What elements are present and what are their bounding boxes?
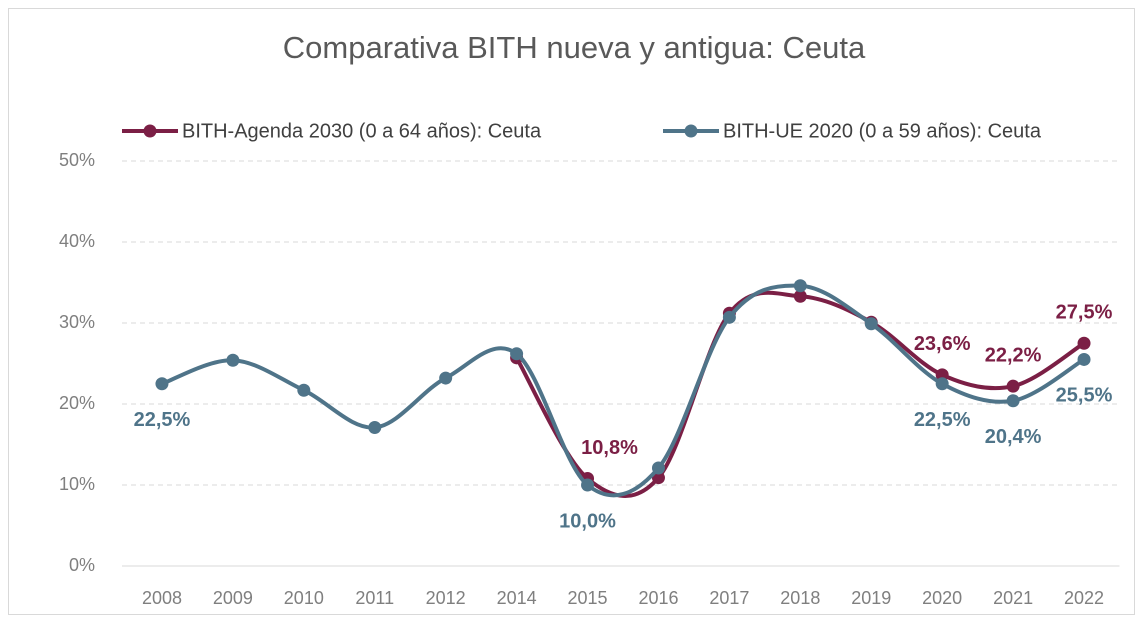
x-tick-label: 2015: [568, 588, 608, 608]
x-tick-label: 2008: [142, 588, 182, 608]
x-tick-label: 2014: [497, 588, 537, 608]
point-marker: [722, 310, 736, 324]
x-tick-label: 2020: [922, 588, 962, 608]
series-line: [159, 283, 1087, 498]
point-marker: [1006, 394, 1020, 408]
series-line: [514, 290, 1087, 498]
chart-frame: [8, 8, 1135, 615]
data-label: 10,0%: [559, 510, 616, 532]
x-tick-label: 2009: [213, 588, 253, 608]
y-tick-label: 30%: [59, 312, 95, 332]
point-marker: [155, 377, 169, 391]
y-tick-label: 50%: [59, 150, 95, 170]
chart-title: Comparativa BITH nueva y antigua: Ceuta: [283, 30, 866, 65]
x-tick-label: 2018: [780, 588, 820, 608]
data-label: 27,5%: [1056, 302, 1113, 324]
x-tick-label: 2016: [638, 588, 678, 608]
point-marker: [368, 420, 382, 434]
point-marker: [226, 353, 240, 367]
data-label: 20,4%: [985, 426, 1042, 448]
data-label: 23,6%: [914, 333, 971, 355]
point-marker: [297, 383, 311, 397]
point-marker: [935, 368, 949, 382]
legend-label: BITH-UE 2020 (0 a 59 años): Ceuta: [723, 120, 1042, 142]
data-label: 22,5%: [134, 409, 191, 431]
x-tick-label: 2022: [1064, 588, 1104, 608]
point-marker: [510, 347, 524, 361]
y-tick-label: 0%: [69, 555, 95, 575]
point-marker: [793, 279, 807, 293]
data-label: 22,5%: [914, 409, 971, 431]
y-tick-label: 20%: [59, 393, 95, 413]
x-tick-label: 2021: [993, 588, 1033, 608]
data-label: 22,2%: [985, 344, 1042, 366]
y-tick-label: 40%: [59, 231, 95, 251]
point-marker: [1006, 379, 1020, 393]
x-tick-label: 2011: [355, 588, 394, 608]
data-label: 10,8%: [581, 437, 638, 459]
legend-label: BITH-Agenda 2030 (0 a 64 años): Ceuta: [182, 120, 542, 142]
point-marker: [793, 289, 807, 303]
legend-marker: [143, 124, 157, 138]
y-tick-label: 10%: [59, 474, 95, 494]
point-marker: [1077, 352, 1091, 366]
point-marker: [864, 317, 878, 331]
data-label: 25,5%: [1056, 385, 1113, 407]
point-marker: [651, 461, 665, 475]
point-marker: [581, 478, 595, 492]
x-tick-label: 2010: [284, 588, 324, 608]
legend-marker: [684, 124, 698, 138]
x-tick-label: 2012: [426, 588, 466, 608]
point-marker: [1077, 336, 1091, 350]
point-marker: [935, 377, 949, 391]
x-tick-label: 2017: [709, 588, 749, 608]
point-marker: [439, 371, 453, 385]
x-tick-label: 2019: [851, 588, 891, 608]
